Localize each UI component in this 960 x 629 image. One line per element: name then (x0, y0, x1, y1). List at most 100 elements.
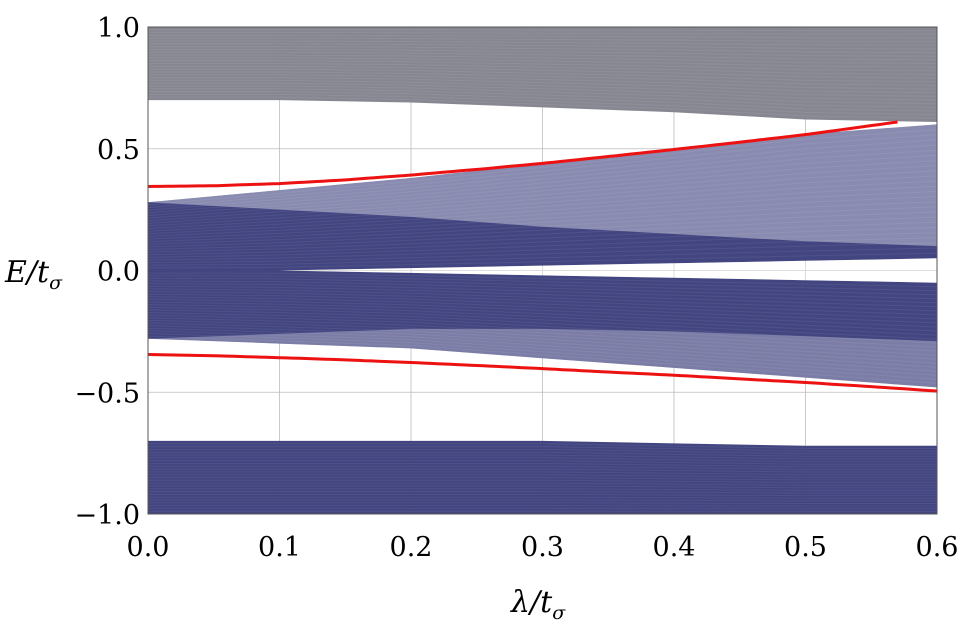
band-level-line (147, 332, 938, 380)
band-level-line (148, 82, 938, 101)
band-inner-structure (148, 124, 937, 388)
upper-fan-region (148, 124, 937, 247)
band-level-line (147, 129, 938, 206)
band-level-line (147, 285, 938, 308)
band-level-line (148, 32, 938, 35)
band-level-line (147, 298, 938, 328)
band-level-line (147, 247, 938, 266)
band-level-line (147, 139, 938, 211)
band-area (148, 124, 937, 271)
band-level-line (148, 496, 937, 499)
band-level-line (148, 74, 938, 90)
band-level-line (148, 63, 938, 75)
band-level-line (148, 471, 937, 476)
band-level-line (148, 493, 937, 497)
band-level-line (147, 327, 938, 372)
band-level-line (148, 40, 938, 46)
band-area (148, 440, 937, 514)
band-level-line (147, 330, 938, 376)
x-axis-label: λ/tσ (510, 585, 566, 624)
band-level-line (148, 485, 937, 489)
x-tick-label: 0.0 (127, 532, 170, 563)
band-level-line (147, 304, 938, 336)
band-level-line (148, 457, 937, 463)
band-level-line (148, 29, 938, 32)
band-level-line (147, 154, 938, 219)
band-level-line (147, 252, 938, 269)
band-level-line (148, 37, 938, 43)
band-level-line (148, 60, 938, 72)
band-level-line (147, 242, 938, 264)
band-level-line (147, 293, 938, 320)
band-level-line (148, 446, 937, 452)
band-level-line (147, 196, 938, 240)
band-level-line (147, 280, 938, 300)
x-tick-labels: 0.0 0.1 0.2 0.3 0.4 0.5 0.6 (127, 532, 959, 563)
band-level-line (148, 68, 938, 83)
band-level-line (148, 479, 937, 483)
band-level-line (147, 306, 938, 340)
center-gap-region (148, 258, 937, 283)
band-level-line (148, 448, 937, 455)
edge-state-lines (147, 120, 938, 393)
band-level-line (148, 465, 937, 470)
band-level-line (148, 34, 938, 39)
band-level-line (147, 180, 938, 232)
band-level-line (147, 185, 938, 235)
band-level-line (148, 85, 938, 105)
band-level-line (147, 134, 938, 209)
y-tick-label: 0.5 (97, 135, 140, 166)
band-3 (147, 270, 938, 388)
band-level-line (148, 505, 937, 507)
band-level-line (148, 477, 937, 481)
band-level-line (147, 232, 938, 258)
band-level-line (148, 51, 938, 61)
band-level-line (147, 275, 938, 292)
band-level-line (147, 314, 938, 352)
band-level-line (147, 190, 938, 237)
band-level-line (148, 462, 937, 468)
band-level-line (147, 170, 938, 227)
band-level-line (148, 451, 937, 457)
band-level-line (148, 91, 938, 112)
band-level-line (147, 335, 938, 384)
y-axis-label-subscript: σ (49, 272, 63, 294)
band-level-line (147, 283, 938, 304)
band-level-line (147, 175, 938, 229)
y-axis-label-main: E/t (4, 255, 50, 290)
band-level-line (147, 288, 938, 312)
band-level-line (148, 43, 938, 50)
edge-state-line-1 (147, 120, 898, 188)
band-area (148, 27, 937, 122)
y-tick-label: −0.5 (74, 378, 140, 409)
y-tick-labels: 1.0 0.5 0.0 −0.5 −1.0 (74, 13, 140, 531)
band-level-line (148, 93, 938, 116)
band-level-line (148, 488, 937, 491)
band-area (148, 270, 937, 388)
band-level-line (148, 474, 937, 478)
band-level-line (147, 296, 938, 324)
x-tick-label: 0.5 (784, 532, 827, 563)
band-level-line (147, 277, 938, 296)
band-level-line (147, 319, 938, 360)
band-level-line (148, 468, 937, 473)
x-tick-label: 0.6 (916, 532, 959, 563)
lower-fan-region (148, 328, 937, 388)
band-level-line (147, 309, 938, 344)
band-level-line (148, 54, 938, 64)
x-axis-label-subscript: σ (552, 602, 566, 624)
band-level-line (147, 317, 938, 356)
band-level-line (148, 443, 937, 449)
x-tick-label: 0.2 (390, 532, 433, 563)
band-level-line (148, 454, 937, 460)
band-level-line (148, 57, 938, 68)
band-level-line (147, 322, 938, 364)
band-level-line (148, 49, 938, 57)
x-axis-label-main: λ/t (510, 585, 553, 620)
band-level-line (147, 312, 938, 348)
band-level-line (148, 71, 938, 86)
plot-frame (147, 26, 938, 515)
band-level-line (148, 499, 937, 502)
band-level-line (147, 301, 938, 332)
